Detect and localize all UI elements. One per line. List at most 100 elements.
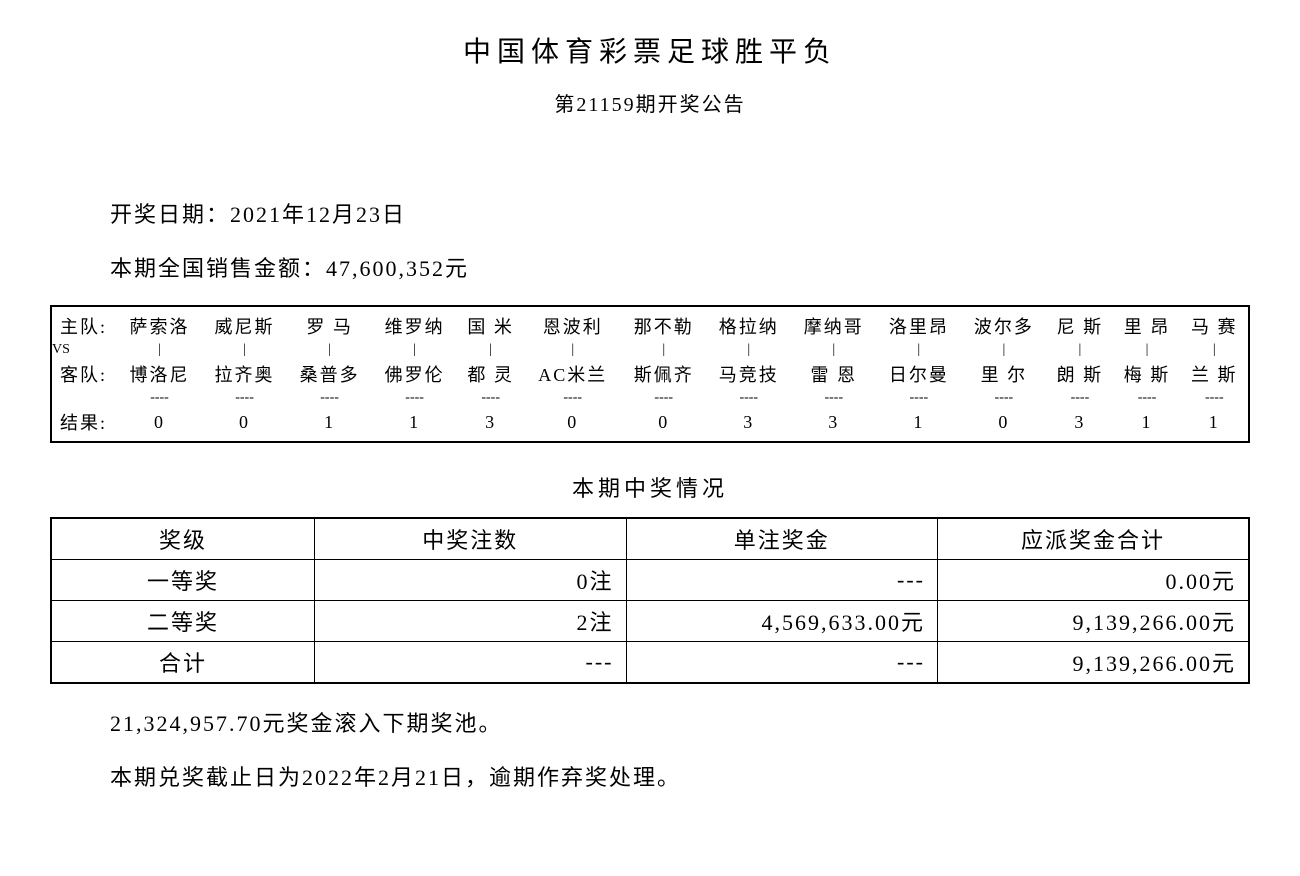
dash-label: [51, 393, 117, 403]
draw-date-line: 开奖日期：2021年12月23日: [110, 197, 1250, 229]
dash-mark: ----: [1181, 393, 1249, 403]
dash-mark: ----: [791, 393, 876, 403]
away-team: 雷 恩: [791, 355, 876, 393]
away-label: 客队:: [51, 355, 117, 393]
vs-mark: |: [791, 345, 876, 355]
away-team: 兰 斯: [1181, 355, 1249, 393]
result-value: 0: [961, 403, 1046, 442]
vs-mark: |: [202, 345, 287, 355]
home-label: 主队:: [51, 306, 117, 345]
home-team: 波尔多: [961, 306, 1046, 345]
away-team: 桑普多: [287, 355, 372, 393]
prize-header-unit: 单注奖金: [626, 518, 937, 560]
sales-label: 本期全国销售金额：: [110, 256, 326, 281]
deadline-note: 本期兑奖截止日为2022年2月21日，逾期作弃奖处理。: [110, 760, 1250, 792]
result-value: 0: [524, 403, 621, 442]
home-team: 那不勒: [621, 306, 706, 345]
dash-mark: ----: [621, 393, 706, 403]
lottery-announcement: 中国体育彩票足球胜平负 第21159期开奖公告 开奖日期：2021年12月23日…: [0, 0, 1300, 832]
home-team: 罗 马: [287, 306, 372, 345]
prize-row-second: 二等奖 2注 4,569,633.00元 9,139,266.00元: [51, 601, 1249, 642]
result-value: 1: [287, 403, 372, 442]
prize-section-title: 本期中奖情况: [50, 471, 1250, 503]
rollover-note: 21,324,957.70元奖金滚入下期奖池。: [110, 706, 1250, 738]
dash-mark: ----: [1046, 393, 1113, 403]
home-row: 主队: 萨索洛 威尼斯 罗 马 维罗纳 国 米 恩波利 那不勒 格拉纳 摩纳哥 …: [51, 306, 1249, 345]
home-team: 恩波利: [524, 306, 621, 345]
dash-mark: ----: [1113, 393, 1180, 403]
prize-header-level: 奖级: [51, 518, 315, 560]
result-value: 3: [791, 403, 876, 442]
prize-level: 二等奖: [51, 601, 315, 642]
result-value: 1: [372, 403, 457, 442]
home-team: 维罗纳: [372, 306, 457, 345]
prize-header-count: 中奖注数: [315, 518, 626, 560]
prize-count: 2注: [315, 601, 626, 642]
home-team: 格拉纳: [706, 306, 791, 345]
dash-mark: ----: [961, 393, 1046, 403]
vs-mark: |: [876, 345, 961, 355]
vs-row: VS | | | | | | | | | | | | | |: [51, 345, 1249, 355]
result-value: 1: [1181, 403, 1249, 442]
prize-table: 奖级 中奖注数 单注奖金 应派奖金合计 一等奖 0注 --- 0.00元 二等奖…: [50, 517, 1250, 684]
prize-row-first: 一等奖 0注 --- 0.00元: [51, 560, 1249, 601]
prize-unit: ---: [626, 642, 937, 684]
prize-total: 0.00元: [937, 560, 1249, 601]
vs-mark: |: [1113, 345, 1180, 355]
draw-date-value: 2021年12月23日: [230, 202, 406, 227]
result-value: 0: [202, 403, 287, 442]
away-team: 都 灵: [457, 355, 524, 393]
dash-mark: ----: [524, 393, 621, 403]
away-team: 马竞技: [706, 355, 791, 393]
away-team: 里 尔: [961, 355, 1046, 393]
prize-unit: ---: [626, 560, 937, 601]
home-team: 萨索洛: [117, 306, 202, 345]
away-team: 博洛尼: [117, 355, 202, 393]
main-title: 中国体育彩票足球胜平负: [50, 30, 1250, 70]
dash-mark: ----: [287, 393, 372, 403]
sales-value: 47,600,352元: [326, 256, 469, 281]
dash-mark: ----: [457, 393, 524, 403]
away-team: 日尔曼: [876, 355, 961, 393]
vs-mark: |: [706, 345, 791, 355]
result-row: 结果: 0 0 1 1 3 0 0 3 3 1 0 3 1 1: [51, 403, 1249, 442]
vs-mark: |: [457, 345, 524, 355]
dash-mark: ----: [706, 393, 791, 403]
away-team: 佛罗伦: [372, 355, 457, 393]
vs-mark: |: [961, 345, 1046, 355]
vs-label: VS: [51, 345, 117, 355]
result-value: 1: [876, 403, 961, 442]
away-team: 梅 斯: [1113, 355, 1180, 393]
prize-header-row: 奖级 中奖注数 单注奖金 应派奖金合计: [51, 518, 1249, 560]
vs-mark: |: [524, 345, 621, 355]
home-team: 马 赛: [1181, 306, 1249, 345]
prize-count: 0注: [315, 560, 626, 601]
match-results-table: 主队: 萨索洛 威尼斯 罗 马 维罗纳 国 米 恩波利 那不勒 格拉纳 摩纳哥 …: [50, 305, 1250, 443]
vs-mark: |: [117, 345, 202, 355]
home-team: 国 米: [457, 306, 524, 345]
away-row: 客队: 博洛尼 拉齐奥 桑普多 佛罗伦 都 灵 AC米兰 斯佩齐 马竞技 雷 恩…: [51, 355, 1249, 393]
result-value: 1: [1113, 403, 1180, 442]
prize-header-total: 应派奖金合计: [937, 518, 1249, 560]
away-team: 斯佩齐: [621, 355, 706, 393]
home-team: 里 昂: [1113, 306, 1180, 345]
vs-mark: |: [1046, 345, 1113, 355]
dash-mark: ----: [117, 393, 202, 403]
vs-mark: |: [372, 345, 457, 355]
home-team: 洛里昂: [876, 306, 961, 345]
away-team: 拉齐奥: [202, 355, 287, 393]
result-value: 3: [1046, 403, 1113, 442]
result-label: 结果:: [51, 403, 117, 442]
result-value: 0: [117, 403, 202, 442]
dash-row: ---- ---- ---- ---- ---- ---- ---- ---- …: [51, 393, 1249, 403]
dash-mark: ----: [876, 393, 961, 403]
vs-mark: |: [287, 345, 372, 355]
away-team: 朗 斯: [1046, 355, 1113, 393]
issue-subtitle: 第21159期开奖公告: [50, 88, 1250, 117]
away-team: AC米兰: [524, 355, 621, 393]
dash-mark: ----: [202, 393, 287, 403]
prize-count: ---: [315, 642, 626, 684]
dash-mark: ----: [372, 393, 457, 403]
vs-mark: |: [621, 345, 706, 355]
result-value: 3: [706, 403, 791, 442]
